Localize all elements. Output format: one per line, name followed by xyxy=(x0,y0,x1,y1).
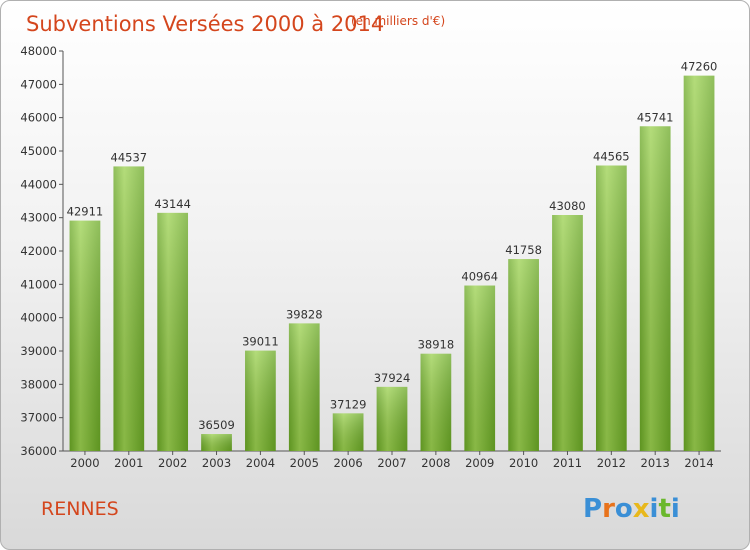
bar-value-label: 39011 xyxy=(242,335,279,349)
bar-shade xyxy=(683,75,715,452)
proxiti-logo: Proxiti xyxy=(583,494,680,524)
x-tick-label: 2011 xyxy=(553,456,582,470)
x-tick-label: 2003 xyxy=(202,456,231,470)
y-tick-label: 45000 xyxy=(20,144,57,158)
x-tick-label: 2014 xyxy=(684,456,713,470)
bar-value-label: 37924 xyxy=(374,371,411,385)
y-tick-label: 38000 xyxy=(20,377,57,391)
logo-letter: i xyxy=(671,494,680,524)
bar-shade xyxy=(332,413,364,451)
bar-value-label: 47260 xyxy=(681,60,718,74)
x-tick-label: 2006 xyxy=(333,456,362,470)
x-tick-label: 2012 xyxy=(597,456,626,470)
y-tick-label: 41000 xyxy=(20,277,57,291)
bar-shade xyxy=(595,165,627,451)
y-tick-label: 44000 xyxy=(20,177,57,191)
chart-subtitle: (en milliers d'€) xyxy=(351,14,445,28)
bar-shade xyxy=(420,353,452,451)
x-tick-label: 2008 xyxy=(421,456,450,470)
bar-shade xyxy=(552,215,583,451)
x-axis: 2000 2001 2002 2003 2004 2005 2006 2007 2008 2009… xyxy=(63,450,721,470)
x-tick-label: 2007 xyxy=(377,456,406,470)
y-tick-label: 37000 xyxy=(20,411,57,425)
x-tick-label: 2013 xyxy=(641,456,670,470)
bar-value-label: 41758 xyxy=(505,243,542,257)
x-tick-label: 2000 xyxy=(70,456,99,470)
bar-value-label: 38918 xyxy=(418,338,455,352)
bar-value-label: 36509 xyxy=(198,418,235,432)
x-tick-label: 2004 xyxy=(246,456,275,470)
bars: 42911 44537 43144 36509 39011 39828 37129 37924… xyxy=(67,60,718,452)
bar-value-label: 44537 xyxy=(111,150,148,164)
y-tick-label: 40000 xyxy=(20,311,57,325)
bar-value-label: 39828 xyxy=(286,307,323,321)
bar-shade xyxy=(201,434,232,451)
x-tick-label: 2010 xyxy=(509,456,538,470)
logo-letter: x xyxy=(633,494,650,524)
logo-letter: o xyxy=(615,494,633,524)
bar-shade xyxy=(288,323,320,451)
y-tick-label: 46000 xyxy=(20,111,57,125)
bar-shade xyxy=(157,212,189,451)
logo-letter: P xyxy=(583,494,602,524)
x-tick-label: 2005 xyxy=(290,456,319,470)
bar-shade xyxy=(113,166,145,451)
logo-letter: r xyxy=(602,494,615,524)
y-tick-label: 42000 xyxy=(20,244,57,258)
logo-letter: t xyxy=(658,494,670,524)
bar-shade xyxy=(639,126,671,452)
bar-value-label: 37129 xyxy=(330,397,367,411)
y-tick-label: 43000 xyxy=(20,211,57,225)
x-tick-label: 2009 xyxy=(465,456,494,470)
bar-value-label: 45741 xyxy=(637,110,674,124)
bar-shade xyxy=(508,259,539,451)
y-tick-label: 48000 xyxy=(20,44,57,58)
city-label: RENNES xyxy=(41,498,119,520)
bar-shade xyxy=(69,220,101,451)
chart-title: Subventions Versées 2000 à 2014 xyxy=(26,12,384,36)
y-tick-label: 47000 xyxy=(20,77,57,91)
x-tick-label: 2001 xyxy=(114,456,143,470)
bar-shade xyxy=(464,285,496,451)
bar-shade xyxy=(376,386,408,451)
y-tick-label: 36000 xyxy=(20,444,57,458)
bar-shade xyxy=(245,350,276,451)
bar-value-label: 43080 xyxy=(549,199,586,213)
x-tick-label: 2002 xyxy=(158,456,187,470)
y-axis: 36000 37000 38000 39000 40000 41000 42000 43000… xyxy=(20,44,64,458)
bar-value-label: 44565 xyxy=(593,150,630,164)
logo-letter: i xyxy=(650,494,659,524)
bar-value-label: 40964 xyxy=(461,270,498,284)
y-tick-label: 39000 xyxy=(20,344,57,358)
bar-value-label: 43144 xyxy=(154,197,191,211)
bar-value-label: 42911 xyxy=(67,205,104,219)
